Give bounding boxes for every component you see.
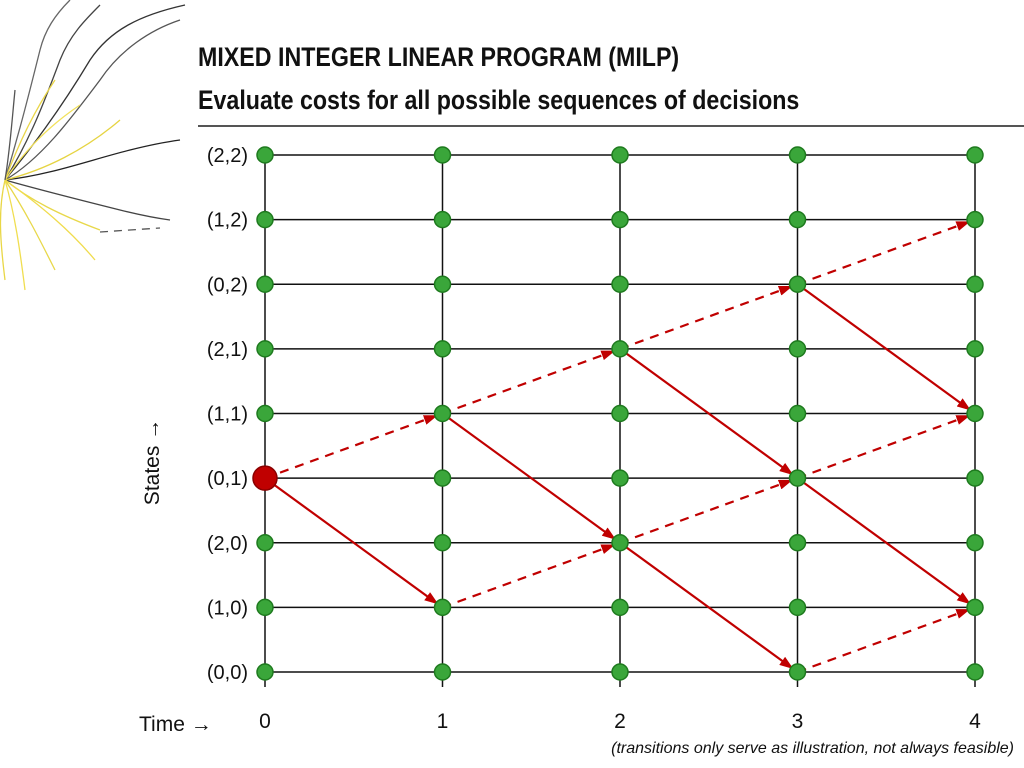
state-node <box>256 340 274 358</box>
state-node <box>966 275 984 293</box>
title-line-1: MIXED INTEGER LINEAR PROGRAM (MILP) <box>198 42 680 72</box>
state-node <box>256 663 274 681</box>
transition-arrow-dashed <box>619 479 793 544</box>
state-label: (2,0) <box>207 533 248 555</box>
state-node <box>966 404 984 423</box>
state-node <box>966 210 984 229</box>
state-label: (0,1) <box>207 468 248 490</box>
state-node <box>788 404 807 423</box>
transition-arrow-solid <box>796 477 971 605</box>
time-tick-label: 3 <box>792 710 804 733</box>
state-label: (1,2) <box>207 210 248 232</box>
state-node <box>433 340 452 358</box>
transition-arrow-solid <box>796 283 971 411</box>
state-node <box>611 598 629 617</box>
illustration-note: (transitions only serve as illustration,… <box>611 740 1014 757</box>
transition-arrow-solid <box>619 347 794 476</box>
state-node <box>966 534 984 552</box>
title-divider <box>198 125 1024 127</box>
state-node <box>256 210 274 229</box>
state-node <box>611 146 629 164</box>
transition-arrow-dashed <box>442 543 616 609</box>
state-node <box>611 663 629 681</box>
state-node <box>966 663 984 681</box>
slide-title: MIXED INTEGER LINEAR PROGRAM (MILP) Eval… <box>198 36 799 122</box>
state-node <box>611 340 629 358</box>
state-node <box>788 598 807 617</box>
state-node <box>433 534 452 552</box>
state-node <box>256 534 274 552</box>
state-label: (1,0) <box>207 597 248 619</box>
state-node <box>788 534 807 552</box>
transition-arrow-dashed <box>619 285 793 350</box>
transition-arrow-solid <box>264 477 439 605</box>
transition-arrow-solid <box>619 541 794 670</box>
state-node <box>788 340 807 358</box>
state-node <box>788 275 807 293</box>
state-label: (1,1) <box>207 404 248 426</box>
transition-arrow-dashed <box>442 349 616 415</box>
state-node <box>256 146 274 164</box>
state-label: (0,2) <box>207 274 248 296</box>
state-node <box>966 340 984 358</box>
transition-arrow-solid <box>441 412 616 541</box>
state-node <box>433 404 452 423</box>
state-node <box>966 598 984 617</box>
state-node <box>611 404 629 423</box>
start-state-node <box>252 465 278 491</box>
state-node <box>433 598 452 617</box>
state-node <box>788 469 807 487</box>
state-node <box>611 469 629 487</box>
time-axis-label: Time → <box>139 713 212 736</box>
state-label: (2,1) <box>207 339 248 361</box>
transition-arrow-dashed <box>797 220 971 286</box>
state-node <box>256 404 274 423</box>
time-tick-label: 1 <box>437 710 449 733</box>
state-node <box>433 275 452 293</box>
state-node <box>611 210 629 229</box>
state-node <box>788 210 807 229</box>
transition-arrow-dashed <box>797 608 971 674</box>
state-node <box>256 275 274 293</box>
decorative-flow-lines <box>0 0 186 291</box>
state-node <box>788 663 807 681</box>
state-label: (2,2) <box>207 145 248 167</box>
transition-arrow-dashed <box>797 414 971 480</box>
time-tick-label: 4 <box>969 710 981 733</box>
state-node <box>788 146 807 164</box>
state-node <box>433 663 452 681</box>
state-node <box>256 598 274 617</box>
state-node <box>433 469 452 487</box>
state-node <box>966 146 984 164</box>
state-node <box>433 146 452 164</box>
state-node <box>611 534 629 552</box>
state-node <box>433 210 452 229</box>
state-node <box>966 469 984 487</box>
transition-arrow-dashed <box>264 414 438 480</box>
states-axis-label: States → <box>141 419 164 505</box>
time-tick-label: 0 <box>259 710 271 733</box>
state-node <box>611 275 629 293</box>
time-tick-label: 2 <box>614 710 626 733</box>
state-label: (0,0) <box>207 662 248 684</box>
title-line-2: Evaluate costs for all possible sequence… <box>198 85 800 115</box>
